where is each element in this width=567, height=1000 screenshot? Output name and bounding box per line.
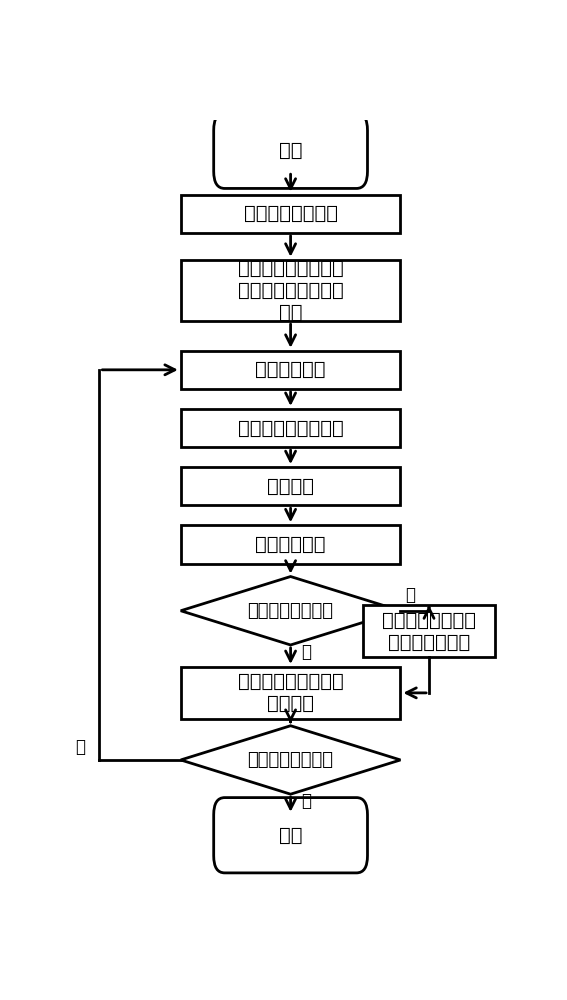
Text: 约束处理，筛除不
满足约束的粒子: 约束处理，筛除不 满足约束的粒子 — [382, 611, 476, 652]
Text: 混沌初始化粒子群: 混沌初始化粒子群 — [244, 204, 337, 223]
Text: 否: 否 — [75, 738, 85, 756]
Text: 否: 否 — [405, 586, 415, 604]
Text: 计算适应度值: 计算适应度值 — [255, 535, 326, 554]
Bar — [181, 351, 400, 389]
Bar — [363, 605, 495, 657]
Text: 是: 是 — [302, 792, 312, 810]
Text: 变异策略: 变异策略 — [267, 477, 314, 496]
FancyBboxPatch shape — [214, 113, 367, 188]
Bar — [181, 467, 400, 505]
Text: 结束: 结束 — [279, 826, 302, 845]
Text: 达到最大迭代次数: 达到最大迭代次数 — [248, 751, 333, 769]
Text: 更新全局最优和个体
最优粒子: 更新全局最优和个体 最优粒子 — [238, 672, 344, 713]
Text: 是否满足约束条件: 是否满足约束条件 — [248, 602, 333, 620]
Text: 调整惯性权重: 调整惯性权重 — [255, 360, 326, 379]
Bar — [181, 525, 400, 564]
Polygon shape — [181, 726, 400, 794]
Text: 开始: 开始 — [279, 141, 302, 160]
Bar — [181, 409, 400, 447]
Bar — [181, 260, 400, 321]
Polygon shape — [181, 577, 400, 645]
Text: 更新粒子速度和位置: 更新粒子速度和位置 — [238, 418, 344, 438]
Text: 是: 是 — [302, 643, 312, 661]
Bar — [181, 667, 400, 719]
Text: 计算适应度值，找出
全局最优和个体最优
粒子: 计算适应度值，找出 全局最优和个体最优 粒子 — [238, 259, 344, 322]
FancyBboxPatch shape — [214, 798, 367, 873]
Bar — [181, 195, 400, 233]
